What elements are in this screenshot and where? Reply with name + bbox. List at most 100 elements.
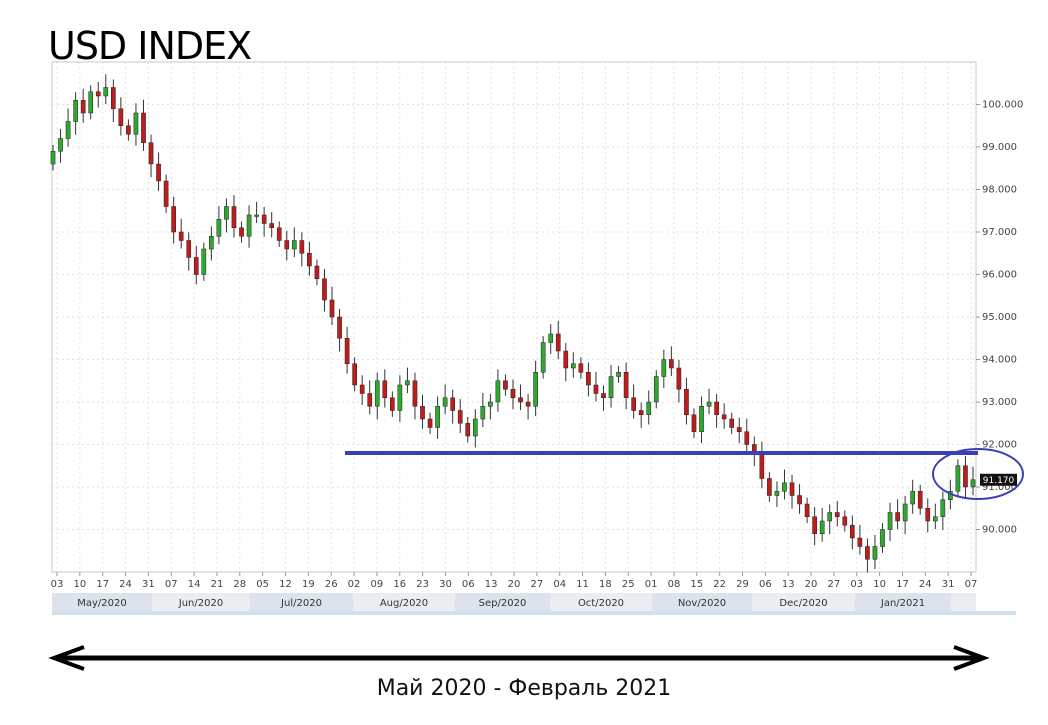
candle-body-down: [148, 142, 154, 165]
candle: [382, 369, 388, 408]
candle: [65, 108, 71, 147]
candle-body-down: [337, 316, 342, 339]
highlight-circle: [932, 448, 1024, 500]
y-tick-label: 98.000: [982, 185, 1017, 196]
x-tick-label: 24: [119, 579, 132, 590]
x-tick-label: 12: [279, 579, 292, 590]
candle: [412, 372, 418, 420]
candle-body-up: [653, 376, 659, 403]
candle-body-down: [797, 495, 802, 505]
candle-body-up: [254, 214, 259, 217]
candle-body-down: [344, 338, 350, 364]
x-tick-label: 15: [690, 579, 703, 590]
candle: [653, 370, 659, 409]
candle-body-up: [940, 499, 946, 517]
candle: [216, 206, 222, 245]
candle-body-up: [480, 406, 486, 420]
candle-body-down: [676, 367, 682, 390]
candle: [563, 342, 569, 382]
y-tick-label: 100.000: [982, 100, 1023, 111]
candle: [442, 384, 448, 415]
y-tick-label: 91.000: [982, 482, 1017, 493]
candle-body-up: [661, 359, 667, 377]
candle: [736, 417, 742, 444]
y-tick-label: 96.000: [982, 270, 1017, 281]
candle: [254, 201, 259, 224]
candle: [367, 380, 373, 415]
candle: [246, 205, 252, 248]
x-tick-label: 21: [211, 579, 224, 590]
candle: [322, 268, 327, 312]
candle-body-down: [359, 384, 365, 394]
month-cell: [455, 593, 550, 611]
candle: [420, 394, 425, 429]
candle-body-down: [457, 410, 463, 424]
month-label: Jul/2020: [280, 598, 322, 609]
x-tick-label: 30: [439, 579, 452, 590]
x-tick-label: 27: [828, 579, 841, 590]
candle-body-down: [789, 482, 795, 496]
candle-body-down: [193, 257, 199, 275]
candle-body-down: [329, 299, 335, 318]
candle-body-up: [932, 516, 938, 522]
candle: [917, 484, 923, 515]
candle-body-up: [608, 376, 614, 398]
candle: [133, 103, 139, 146]
candle-body-up: [910, 491, 915, 505]
x-tick-label: 03: [51, 579, 64, 590]
candle: [465, 416, 471, 443]
candle: [887, 502, 893, 541]
candle-body-up: [782, 482, 787, 492]
candle-body-up: [819, 520, 825, 534]
x-tick-label: 20: [508, 579, 521, 590]
candle: [435, 396, 440, 439]
candle: [427, 412, 433, 434]
candle-body-up: [133, 112, 139, 135]
candle: [126, 119, 131, 141]
month-cell: [752, 593, 855, 611]
candle: [148, 134, 154, 178]
candle-body-down: [555, 333, 561, 352]
candle: [284, 230, 290, 261]
candle: [699, 396, 704, 444]
candle-body-down: [276, 227, 282, 241]
candle: [925, 498, 931, 533]
candle-body-down: [684, 389, 689, 415]
candle-body-down: [141, 112, 146, 143]
candle: [186, 232, 192, 271]
candle-body-down: [314, 265, 320, 279]
x-tick-label: 11: [576, 579, 589, 590]
x-tick-label: 22: [713, 579, 726, 590]
candle: [224, 198, 229, 233]
candle-body-down: [427, 418, 433, 428]
y-tick-label: 95.000: [982, 312, 1017, 323]
candle-body-up: [706, 401, 712, 407]
candle: [495, 369, 501, 412]
y-tick-label: 90.000: [982, 525, 1017, 536]
candle: [307, 241, 312, 276]
candle: [842, 510, 848, 532]
candle: [156, 152, 161, 191]
candle: [797, 484, 802, 514]
candle-body-down: [450, 397, 455, 411]
x-tick-label: 25: [622, 579, 635, 590]
y-tick-label: 93.000: [982, 397, 1017, 408]
candle: [571, 352, 576, 378]
x-tick-label: 31: [142, 579, 155, 590]
month-cell: [855, 593, 951, 611]
x-tick-label: 20: [805, 579, 818, 590]
arrow-head-left: [48, 645, 85, 671]
candle-body-down: [917, 491, 923, 509]
x-tick-label: 16: [393, 579, 406, 590]
candle: [50, 144, 56, 171]
candle: [729, 412, 735, 434]
x-tick-label: 08: [668, 579, 681, 590]
candle: [812, 506, 817, 546]
candle-body-down: [631, 397, 636, 411]
candle-body-down: [963, 465, 968, 488]
candle-body-down: [518, 397, 523, 403]
candle: [58, 128, 63, 163]
candle-body-down: [865, 546, 870, 560]
candle-body-up: [495, 380, 501, 403]
